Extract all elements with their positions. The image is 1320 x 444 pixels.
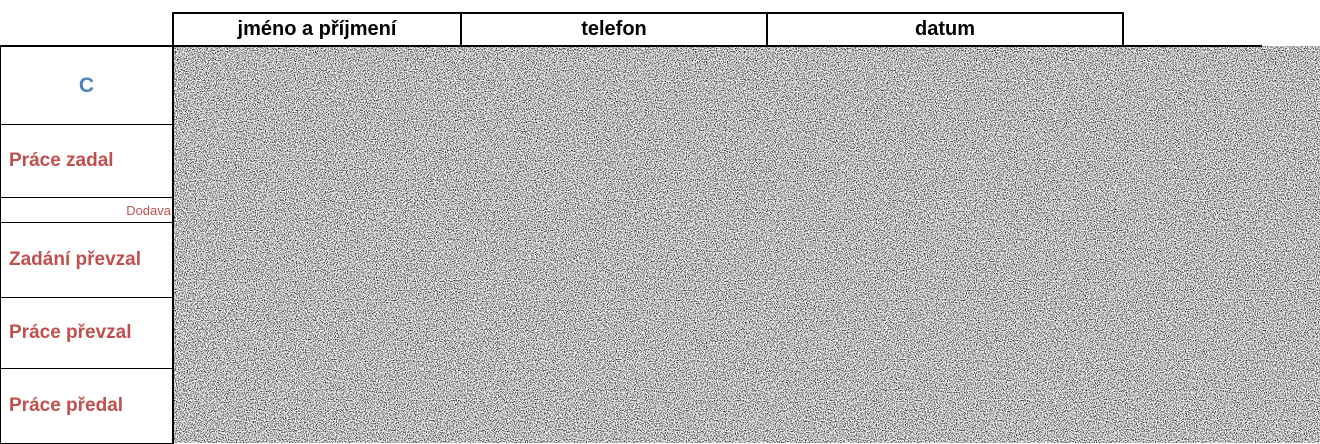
column-header: jméno a příjmení [172, 12, 462, 47]
row-label: Zadání převzal [0, 222, 174, 298]
row-label: Práce předal [0, 368, 174, 444]
column-header: datum [766, 12, 1124, 47]
row-label: Práce zadal [0, 124, 174, 198]
code-cell: C [0, 46, 174, 125]
column-header: telefon [460, 12, 768, 47]
noise-area [172, 46, 1320, 443]
row-label: Práce převzal [0, 297, 174, 369]
row-label: Dodava [0, 197, 174, 223]
